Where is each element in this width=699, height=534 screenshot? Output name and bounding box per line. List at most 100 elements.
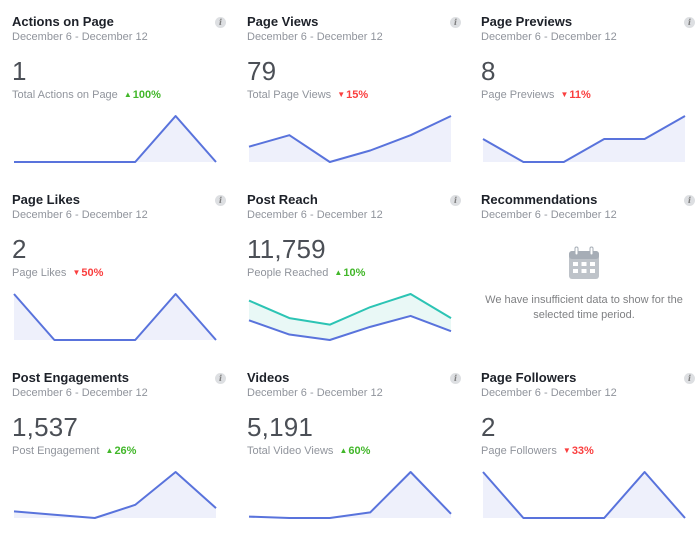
metric-label: Page Previews — [481, 89, 555, 101]
card-sub-label: Total Actions on Page ▲100% — [12, 89, 161, 101]
card-value: 2 — [481, 412, 496, 442]
trend-arrow-icon: ▲ — [123, 90, 132, 99]
sparkline-area — [249, 472, 451, 518]
sparkline-series-line — [13, 471, 217, 519]
card-actions-on-page[interactable]: Actions on Page December 6 - December 12… — [12, 8, 234, 178]
sparkline-series-line — [248, 314, 452, 341]
card-title[interactable]: Page Previews — [481, 14, 573, 29]
card-date-range: December 6 - December 12 — [247, 31, 383, 43]
card-value: 11,759 — [247, 234, 326, 264]
card-videos[interactable]: Videos December 6 - December 12 i 5,191 … — [247, 364, 469, 534]
sparkline-chart[interactable] — [481, 112, 687, 168]
change-indicator: ▼11% — [560, 89, 590, 101]
sparkline-chart[interactable] — [12, 468, 218, 524]
info-icon[interactable]: i — [450, 373, 461, 384]
card-title[interactable]: Post Reach — [247, 192, 318, 207]
sparkline-chart[interactable] — [247, 290, 453, 346]
change-value: 10% — [343, 267, 366, 279]
change-value: 33% — [571, 445, 594, 457]
sparkline-series-line — [14, 115, 217, 163]
sparkline-area — [249, 116, 451, 162]
card-value: 2 — [12, 234, 27, 264]
metric-label: Total Actions on Page — [12, 89, 118, 101]
info-icon[interactable]: i — [215, 373, 226, 384]
sparkline-series-line — [482, 471, 686, 519]
trend-arrow-icon: ▼ — [562, 446, 571, 455]
card-page-previews[interactable]: Page Previews December 6 - December 12 i… — [481, 8, 699, 178]
trend-arrow-icon: ▲ — [334, 268, 343, 277]
card-page-likes[interactable]: Page Likes December 6 - December 12 i 2 … — [12, 186, 234, 356]
change-indicator: ▼50% — [73, 267, 104, 279]
sparkline-chart[interactable] — [247, 112, 453, 168]
info-icon[interactable]: i — [215, 17, 226, 28]
card-value: 1,537 — [12, 412, 79, 442]
info-icon[interactable]: i — [684, 195, 695, 206]
change-indicator: ▲10% — [334, 267, 365, 279]
trend-arrow-icon: ▲ — [339, 446, 348, 455]
metric-label: Page Followers — [481, 445, 557, 457]
card-value: 1 — [12, 56, 27, 86]
change-indicator: ▼33% — [563, 445, 594, 457]
sparkline-chart[interactable] — [12, 112, 218, 168]
sparkline-area — [14, 294, 216, 340]
sparkline-chart[interactable] — [12, 290, 218, 346]
metric-label: Total Page Views — [247, 89, 332, 101]
card-value: 79 — [247, 56, 277, 86]
change-indicator: ▼15% — [337, 89, 368, 101]
info-icon[interactable]: i — [215, 195, 226, 206]
card-title[interactable]: Page Likes — [12, 192, 80, 207]
info-icon[interactable]: i — [450, 17, 461, 28]
sparkline-area — [14, 472, 216, 518]
empty-state: We have insufficient data to show for th… — [481, 246, 687, 323]
trend-arrow-icon: ▼ — [72, 268, 81, 277]
metric-label: Post Engagement — [12, 445, 100, 457]
card-date-range: December 6 - December 12 — [481, 387, 617, 399]
change-indicator: ▲60% — [340, 445, 371, 457]
sparkline-chart[interactable] — [247, 468, 453, 524]
card-title[interactable]: Actions on Page — [12, 14, 114, 29]
card-title[interactable]: Post Engagements — [12, 370, 130, 385]
card-date-range: December 6 - December 12 — [481, 31, 617, 43]
card-sub-label: Post Engagement ▲26% — [12, 445, 136, 457]
sparkline-series-line — [13, 293, 217, 341]
sparkline-series-line — [248, 471, 452, 519]
card-date-range: December 6 - December 12 — [247, 209, 383, 221]
info-icon[interactable]: i — [450, 195, 461, 206]
trend-arrow-icon: ▼ — [560, 90, 569, 99]
calendar-icon — [569, 246, 599, 279]
change-value: 100% — [132, 89, 161, 101]
sparkline-series-line — [482, 115, 686, 163]
card-post-engagements[interactable]: Post Engagements December 6 - December 1… — [12, 364, 234, 534]
card-date-range: December 6 - December 12 — [247, 387, 383, 399]
card-title[interactable]: Page Followers — [481, 370, 577, 385]
info-icon[interactable]: i — [684, 17, 695, 28]
card-value: 5,191 — [247, 412, 314, 442]
card-sub-label: Total Page Views ▼15% — [247, 89, 368, 101]
card-post-reach[interactable]: Post Reach December 6 - December 12 i 11… — [247, 186, 469, 356]
trend-arrow-icon: ▼ — [337, 90, 346, 99]
card-page-followers[interactable]: Page Followers December 6 - December 12 … — [481, 364, 699, 534]
card-sub-label: Page Previews ▼11% — [481, 89, 591, 101]
card-title[interactable]: Page Views — [247, 14, 319, 29]
card-sub-label: People Reached ▲10% — [247, 267, 365, 279]
info-icon[interactable]: i — [684, 373, 695, 384]
sparkline-area — [483, 116, 685, 162]
change-value: 26% — [114, 445, 137, 457]
card-value: 8 — [481, 56, 496, 86]
card-title[interactable]: Recommendations — [481, 192, 598, 207]
change-indicator: ▲100% — [124, 89, 161, 101]
change-indicator: ▲26% — [106, 445, 137, 457]
card-date-range: December 6 - December 12 — [12, 31, 148, 43]
card-date-range: December 6 - December 12 — [481, 209, 617, 221]
metric-label: People Reached — [247, 267, 329, 279]
sparkline-area — [249, 294, 451, 340]
card-recommendations[interactable]: Recommendations December 6 - December 12… — [481, 186, 699, 356]
sparkline-chart[interactable] — [481, 468, 687, 524]
change-value: 50% — [81, 267, 104, 279]
card-title[interactable]: Videos — [247, 370, 290, 385]
trend-arrow-icon: ▲ — [105, 446, 114, 455]
card-sub-label: Page Likes ▼50% — [12, 267, 103, 279]
sparkline-series-line — [248, 115, 452, 163]
empty-message: We have insufficient data to show for th… — [485, 294, 683, 321]
card-page-views[interactable]: Page Views December 6 - December 12 i 79… — [247, 8, 469, 178]
